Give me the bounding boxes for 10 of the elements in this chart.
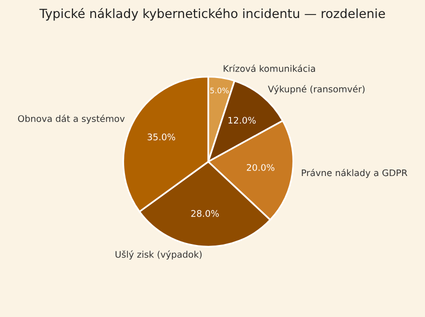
slice-label: Obnova dát a systémov (18, 114, 125, 124)
chart-title: Typické náklady kybernetického incidentu — rozdelenie (39, 8, 385, 21)
slice-label: Krízová komunikácia (224, 64, 315, 72)
data-label: 20.0% (246, 164, 274, 171)
data-label: 28.0% (191, 210, 219, 217)
data-label: 35.0% (148, 134, 176, 140)
slice-label: Právne náklady a GDPR (302, 168, 408, 178)
slice-label: Výkupné (ransomvér) (268, 85, 365, 94)
slice-label: Ušlý zisk (výpadok) (116, 250, 202, 260)
data-label: 12.0% (228, 116, 256, 124)
